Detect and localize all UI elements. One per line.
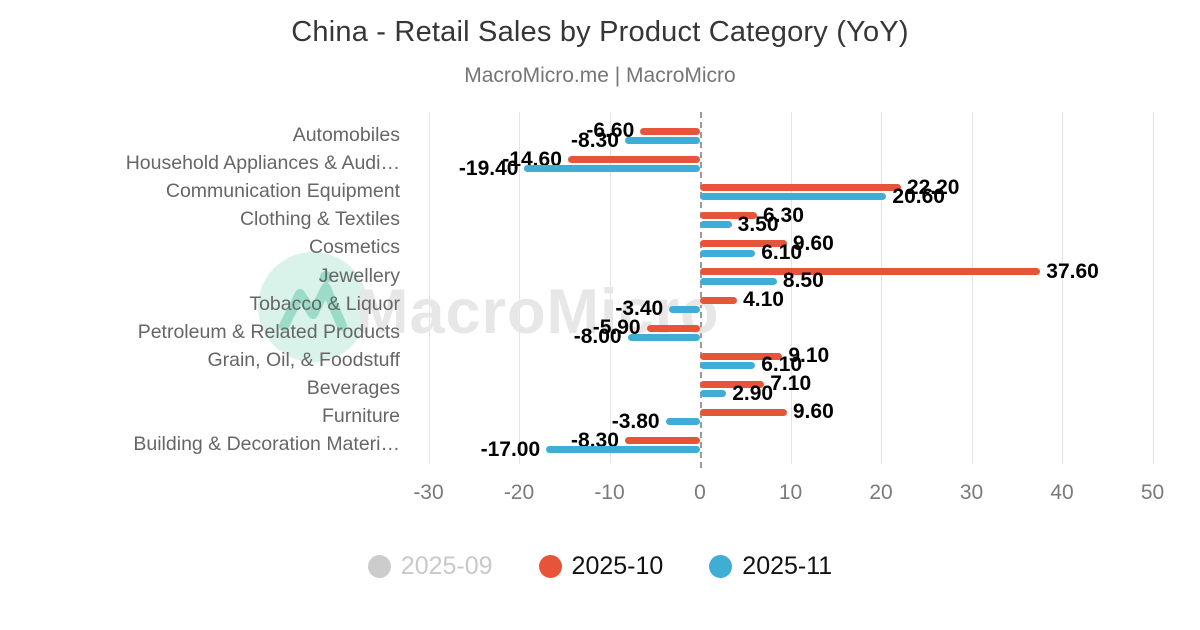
- legend-item-2025-10[interactable]: 2025-10: [538, 552, 664, 581]
- grid-line: [519, 112, 520, 464]
- grid-line: [790, 112, 792, 464]
- macromicro-m-icon: [279, 271, 347, 331]
- legend-label: 2025-10: [571, 552, 664, 580]
- legend: 2025-09 2025-10 2025-11: [0, 552, 1200, 581]
- grid-line: [881, 112, 882, 464]
- x-tick-label: 20: [869, 481, 893, 504]
- x-tick-label: -20: [503, 481, 535, 504]
- x-tick-label: 0: [694, 481, 706, 504]
- legend-marker-icon: [709, 555, 733, 578]
- x-tick-label: -30: [413, 481, 444, 504]
- grid-line: [1062, 112, 1063, 464]
- legend-marker-icon: [538, 555, 562, 578]
- grid-line: [1152, 112, 1154, 464]
- legend-item-2025-11[interactable]: 2025-11: [709, 552, 832, 581]
- zero-line: [700, 112, 702, 468]
- x-tick-label: 10: [778, 481, 803, 504]
- grid-line: [609, 112, 611, 464]
- x-tick-label: -10: [594, 481, 625, 504]
- x-tick-label: 30: [959, 481, 984, 504]
- page-title: China - Retail Sales by Product Category…: [291, 16, 909, 48]
- legend-label: 2025-11: [742, 552, 833, 580]
- page-subtitle: MacroMicro.me | MacroMicro: [464, 64, 736, 87]
- grid-line: [428, 112, 430, 464]
- legend-item-2025-09[interactable]: 2025-09: [367, 552, 493, 581]
- watermark-logo: [258, 252, 368, 362]
- x-tick-label: 50: [1140, 481, 1165, 504]
- legend-marker-icon: [367, 555, 391, 578]
- legend-label: 2025-09: [400, 552, 493, 580]
- x-tick-label: 40: [1050, 481, 1074, 504]
- watermark-text: MacroMicro: [356, 277, 720, 347]
- grid-line: [971, 112, 973, 464]
